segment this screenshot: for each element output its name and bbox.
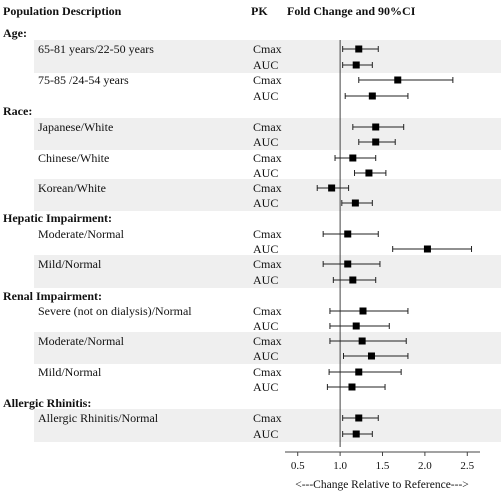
pk-label: AUC — [253, 58, 278, 72]
point-estimate — [355, 45, 363, 53]
pk-label: Cmax — [253, 365, 282, 379]
group-title: Allergic Rhinitis: — [3, 396, 91, 410]
row-band — [34, 179, 501, 211]
group-title: Age: — [3, 26, 27, 40]
group-title: Renal Impairment: — [3, 289, 102, 303]
row-labels: Age: 65-81 years/22-50 years 75-85 /24-54 … — [3, 26, 192, 425]
x-tick-label: 2.0 — [418, 460, 432, 472]
subgroup-label: Japanese/White — [38, 120, 113, 134]
pk-label: AUC — [253, 196, 278, 210]
x-tick-label: 1.0 — [333, 460, 347, 472]
point-estimate — [372, 138, 380, 146]
x-axis-label: <---Change Relative to Reference---> — [295, 479, 469, 491]
point-estimate — [349, 276, 357, 284]
row-band — [34, 255, 501, 288]
plot-area — [316, 40, 473, 447]
point-estimate — [351, 199, 359, 207]
point-estimate — [372, 123, 380, 131]
point-estimate — [365, 169, 373, 177]
point-estimate — [328, 184, 336, 192]
x-axis: 0.5 1.0 1.5 2.0 2.5 — [285, 451, 480, 472]
point-estimate — [349, 154, 357, 162]
pk-label: Cmax — [253, 181, 282, 195]
row-bands — [34, 40, 501, 442]
group-title: Race: — [3, 104, 32, 118]
pk-label: Cmax — [253, 304, 282, 318]
point-estimate — [352, 61, 360, 69]
pk-label: AUC — [253, 380, 278, 394]
pk-label: Cmax — [253, 334, 282, 348]
pk-label: AUC — [253, 273, 278, 287]
subgroup-label: 75-85 /24-54 years — [38, 73, 129, 87]
pk-label: AUC — [253, 89, 278, 103]
pk-label: Cmax — [253, 120, 282, 134]
pk-label: Cmax — [253, 227, 282, 241]
pk-label: AUC — [253, 242, 278, 256]
pk-label: AUC — [253, 427, 278, 441]
point-estimate — [352, 430, 360, 438]
point-estimate — [344, 260, 352, 268]
row-band — [34, 409, 501, 442]
subgroup-label: Allergic Rhinitis/Normal — [38, 411, 159, 425]
pk-label: Cmax — [253, 42, 282, 56]
point-estimate — [348, 383, 356, 391]
subgroup-label: Moderate/Normal — [38, 227, 125, 241]
subgroup-label: 65-81 years/22-50 years — [38, 42, 154, 56]
row-band — [34, 332, 501, 364]
point-estimate — [367, 352, 375, 360]
pk-label: Cmax — [253, 411, 282, 425]
header-effect: Fold Change and 90%CI — [287, 4, 416, 18]
point-estimate — [355, 368, 363, 376]
x-tick-label: 2.5 — [460, 460, 474, 472]
pk-labels: CmaxAUCCmaxAUCCmaxAUCCmaxAUCCmaxAUCCmaxA… — [253, 42, 282, 441]
pk-label: AUC — [253, 349, 278, 363]
point-estimate — [394, 76, 402, 84]
subgroup-label: Korean/White — [38, 181, 106, 195]
header-pk: PK — [251, 4, 268, 18]
point-estimate — [423, 245, 431, 253]
row-band — [34, 40, 501, 73]
point-estimate — [358, 337, 366, 345]
subgroup-label: Mild/Normal — [38, 257, 102, 271]
group-title: Hepatic Impairment: — [3, 211, 112, 225]
point-estimate — [352, 322, 360, 330]
pk-label: AUC — [253, 135, 278, 149]
pk-label: AUC — [253, 166, 278, 180]
x-tick-label: 1.5 — [376, 460, 390, 472]
point-estimate — [359, 307, 367, 315]
header-description: Population Description — [3, 4, 122, 18]
pk-label: Cmax — [253, 73, 282, 87]
subgroup-label: Severe (not on dialysis)/Normal — [38, 304, 192, 318]
point-estimate — [368, 92, 376, 100]
pk-label: Cmax — [253, 257, 282, 271]
pk-label: Cmax — [253, 151, 282, 165]
x-tick-label: 0.5 — [291, 460, 305, 472]
point-estimate — [344, 230, 352, 238]
subgroup-label: Mild/Normal — [38, 365, 102, 379]
row-band — [34, 118, 501, 150]
point-estimate — [355, 414, 363, 422]
pk-label: AUC — [253, 319, 278, 333]
subgroup-label: Chinese/White — [38, 151, 109, 165]
subgroup-label: Moderate/Normal — [38, 334, 125, 348]
